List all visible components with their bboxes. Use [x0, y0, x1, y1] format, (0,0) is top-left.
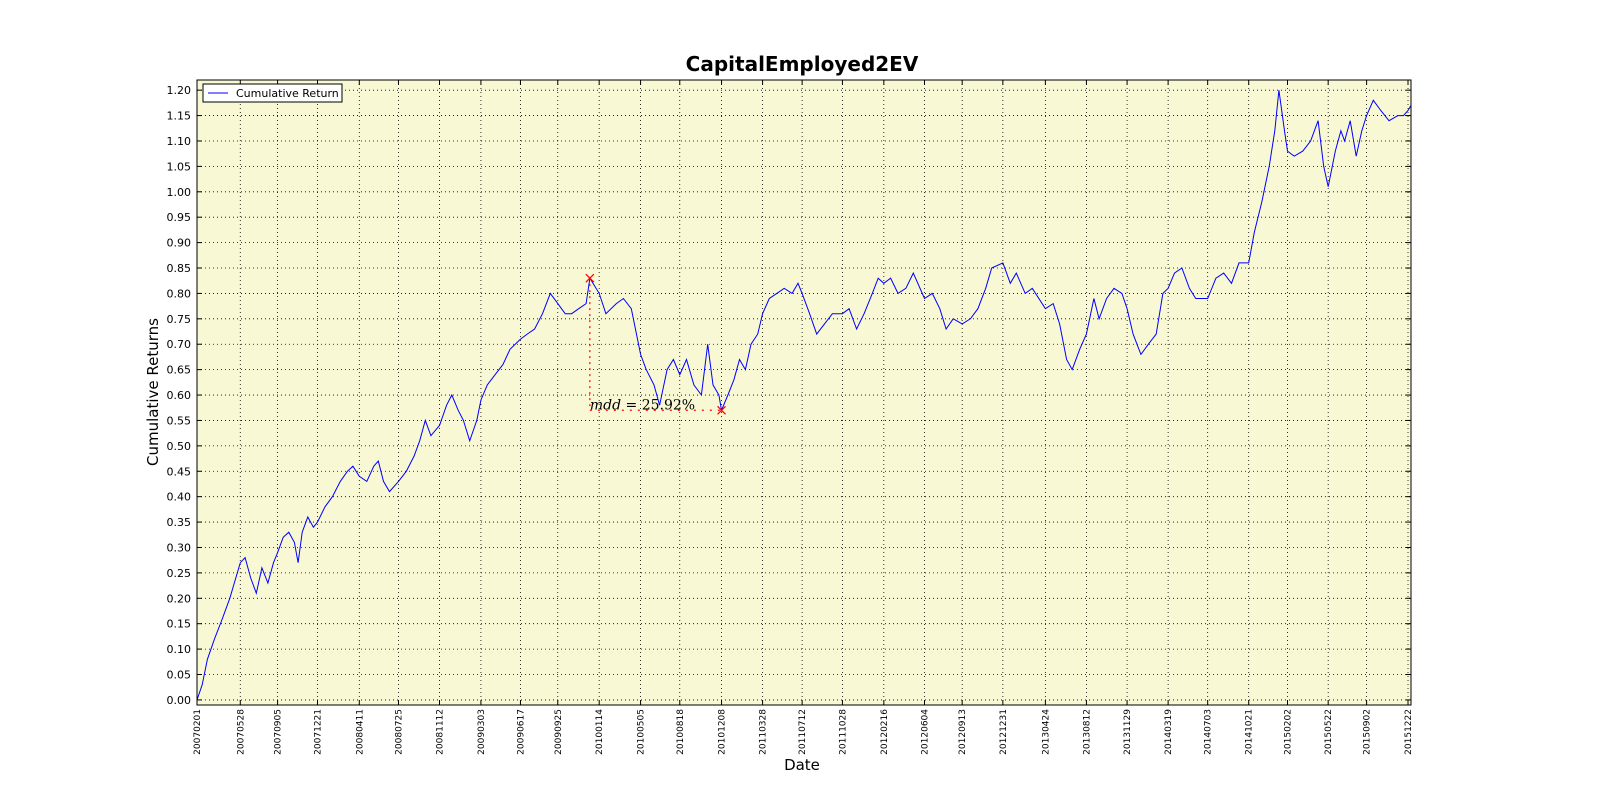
y-tick-label: 0.50: [167, 440, 192, 453]
y-tick-label: 0.80: [167, 287, 192, 300]
x-tick-label: 20151222: [1404, 709, 1414, 755]
x-tick-label: 20110328: [759, 709, 769, 755]
plot-frame: [196, 79, 1412, 706]
drawdown-trough-marker: [717, 405, 727, 415]
cross-stroke: [585, 273, 595, 283]
mdd-equals: =: [621, 397, 642, 413]
x-tick-label: 20100505: [637, 709, 647, 755]
x-tick-label: 20140703: [1204, 709, 1214, 755]
y-tick-label: 0.20: [167, 592, 192, 605]
y-tick-label: 1.10: [167, 135, 192, 148]
y-tick-label: 1.20: [167, 84, 192, 97]
x-tick-label: 20121231: [999, 709, 1009, 755]
y-tick-label: 0.85: [167, 262, 192, 275]
x-tick-label: 20141021: [1245, 709, 1255, 755]
y-tick-label: 1.00: [167, 186, 192, 199]
x-tick-label: 20070528: [236, 709, 246, 755]
x-tick-label: 20150522: [1324, 709, 1334, 755]
x-tick-label: 20080725: [394, 709, 404, 755]
grid-lines: [196, 80, 1411, 705]
x-tick-label: 20090303: [477, 709, 487, 755]
x-tick-label: 20150202: [1284, 709, 1294, 755]
x-tick-label: 20150902: [1363, 709, 1373, 755]
cross-stroke: [717, 405, 727, 415]
plot-area: [197, 80, 1411, 705]
y-tick-label: 1.05: [167, 160, 192, 173]
y-tick-label: 0.10: [167, 643, 192, 656]
y-tick-label: 0.15: [167, 618, 192, 631]
legend: Cumulative Return: [202, 83, 343, 103]
x-tick-label: 20140319: [1164, 709, 1174, 755]
legend-entry: Cumulative Return: [236, 87, 339, 100]
y-tick-label: 0.65: [167, 364, 192, 377]
max-drawdown-annotation: mdd = 25.92%: [585, 273, 727, 415]
x-tick-label: 20130424: [1041, 709, 1051, 755]
x-tick-label: 20080411: [355, 709, 365, 755]
x-tick-label: 20070905: [274, 709, 284, 755]
x-axis-ticks: 20070201 20070528 20070905 20071221 20080411…: [193, 80, 1414, 755]
x-tick-label: 20130812: [1082, 709, 1092, 755]
mdd-symbol: mdd: [590, 397, 621, 413]
x-tick-label: 20110712: [798, 709, 808, 755]
y-tick-label: 0.25: [167, 567, 192, 580]
x-tick-label: 20100114: [595, 709, 605, 755]
x-tick-label: 20120216: [880, 709, 890, 755]
y-tick-label: 0.05: [167, 669, 192, 682]
y-tick-label: 0.95: [167, 211, 192, 224]
drawdown-label: mdd = 25.92%: [590, 397, 695, 413]
x-tick-label: 20100818: [676, 709, 686, 755]
y-tick-label: 0.45: [167, 465, 192, 478]
mdd-value: 25.92%: [642, 397, 695, 413]
cumulative-return-line: [196, 90, 1412, 701]
x-tick-label: 20111028: [838, 709, 848, 755]
y-tick-label: 0.40: [167, 491, 192, 504]
x-tick-label: 20131129: [1123, 709, 1133, 755]
y-tick-label: 0.60: [167, 389, 192, 402]
x-tick-label: 20071221: [314, 709, 324, 755]
x-tick-label: 20081112: [436, 709, 446, 755]
x-tick-label: 20070201: [193, 709, 203, 755]
x-tick-label: 20090617: [516, 709, 526, 755]
y-tick-label: 0.70: [167, 338, 192, 351]
legend-box: [202, 83, 343, 103]
y-tick-label: 1.15: [167, 110, 192, 123]
x-tick-label: 20090925: [554, 709, 564, 755]
drawdown-peak-marker: [585, 273, 595, 283]
y-tick-label: 0.30: [167, 541, 192, 554]
x-tick-label: 20120913: [958, 709, 968, 755]
y-tick-label: 0.35: [167, 516, 192, 529]
chart-title: CapitalEmployed2EV: [686, 52, 919, 76]
y-tick-label: 0.55: [167, 414, 192, 427]
x-axis-label: Date: [784, 756, 820, 774]
y-tick-label: 0.90: [167, 237, 192, 250]
y-tick-label: 0.00: [167, 694, 192, 707]
y-tick-label: 0.75: [167, 313, 192, 326]
x-tick-label: 20101208: [718, 709, 728, 755]
y-axis-label: Cumulative Returns: [144, 318, 162, 466]
y-axis-ticks: 0.00 0.05 0.10 0.15 0.20 0.25 0.30 0.35 0.40 0.45…: [167, 84, 1411, 707]
x-tick-label: 20120604: [921, 709, 931, 755]
